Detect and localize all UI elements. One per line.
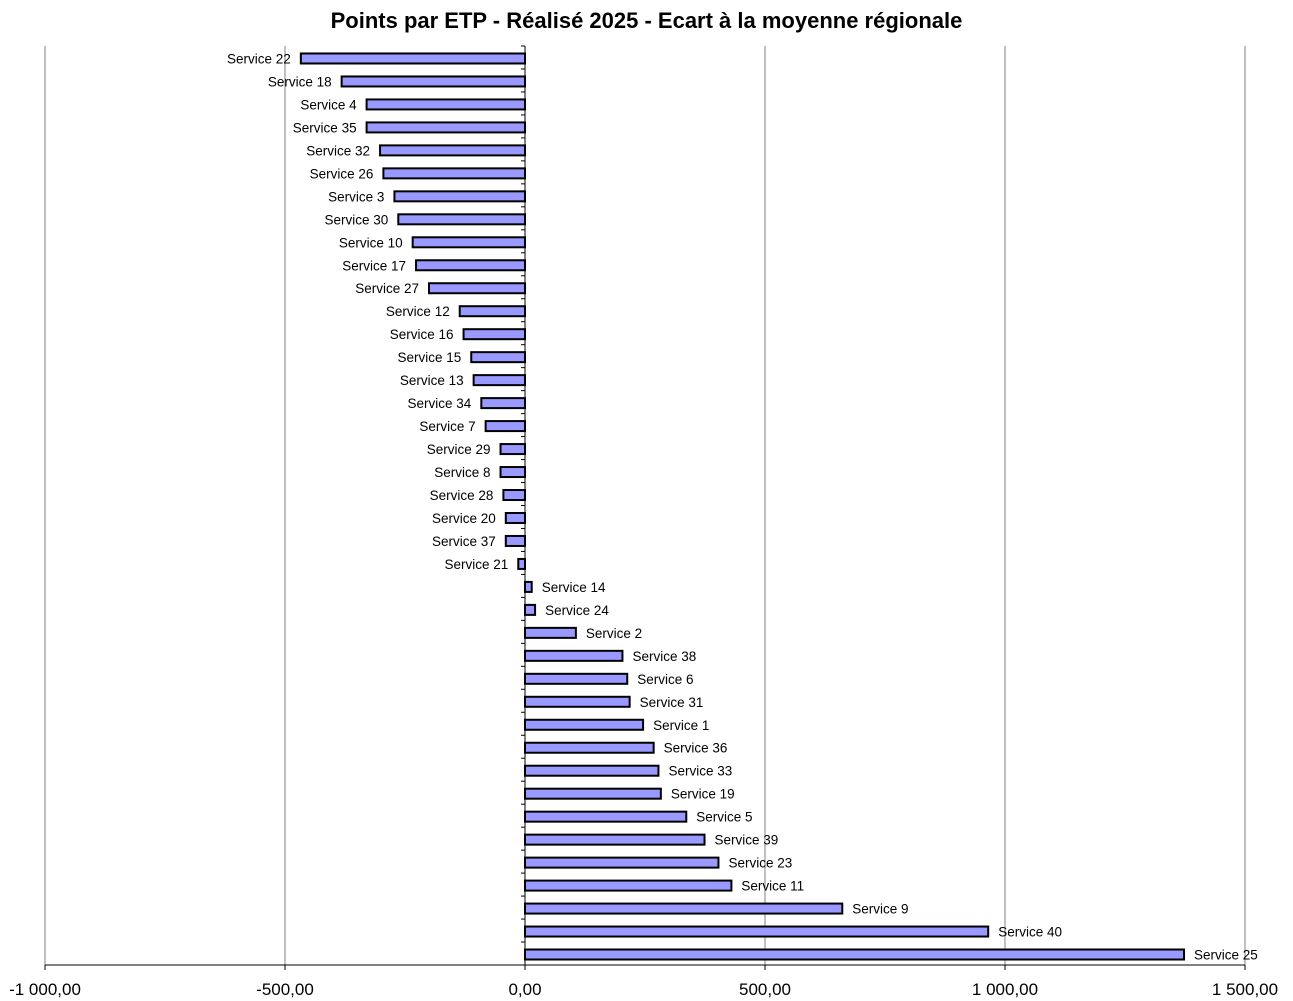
bar-category-label: Service 12 [386,304,450,319]
bar-category-label: Service 16 [390,327,454,342]
bar [524,672,629,685]
bar-category-label: Service 9 [852,902,908,917]
bar [472,374,527,387]
bar-category-label: Service 3 [328,189,384,204]
bar [299,52,526,65]
axes [44,45,1246,970]
x-tick-label: 500,00 [739,980,791,999]
bar [524,649,624,662]
x-tick-label: 1 500,00 [1212,980,1278,999]
x-tick-label: -500,00 [256,980,314,999]
bar-category-label: Service 10 [339,235,403,250]
bar [524,856,720,869]
bar-category-label: Service 30 [324,212,388,227]
x-tick-label: 0,00 [508,980,541,999]
x-tick-label: -1 000,00 [9,980,81,999]
bar [524,626,577,639]
bar-category-label: Service 13 [400,373,464,388]
bar [524,580,533,593]
bar-category-label: Service 35 [293,120,357,135]
bar [499,443,526,456]
bar [397,213,526,226]
bar-category-label: Service 20 [432,511,496,526]
bar-category-label: Service 14 [542,580,606,595]
bar [393,190,526,203]
bar [524,741,655,754]
bar-category-label: Service 6 [637,672,693,687]
bar [524,925,990,938]
bar [411,236,526,249]
bar [504,511,526,524]
bar [524,948,1186,961]
bar-category-label: Service 27 [355,281,419,296]
bar-category-label: Service 1 [653,718,709,733]
bar-category-label: Service 22 [227,51,291,66]
bar [502,489,526,502]
bar-category-label: Service 17 [342,258,406,273]
bar-category-label: Service 11 [741,879,804,894]
chart-title: Points par ETP - Réalisé 2025 - Ecart à … [330,8,963,33]
bar-category-label: Service 19 [671,787,735,802]
bar-category-label: Service 34 [408,396,472,411]
bar [524,810,688,823]
bar [524,879,733,892]
gridlines [44,46,1246,965]
bar [524,787,662,800]
bar-category-label: Service 8 [434,465,490,480]
bar [524,764,660,777]
bar [499,466,526,479]
bar-category-label: Service 33 [668,764,732,779]
bar-category-label: Service 15 [397,350,461,365]
bar-category-label: Service 31 [640,695,704,710]
bar-category-label: Service 28 [430,488,494,503]
bar-category-label: Service 21 [444,557,508,572]
bar [458,305,526,318]
bar-category-label: Service 26 [310,166,374,181]
bar [480,397,527,410]
bar-category-label: Service 37 [432,534,496,549]
bar [524,603,537,616]
bar-category-label: Service 25 [1194,948,1258,963]
bar [428,282,526,295]
bars [299,52,1186,961]
bar [484,420,527,433]
bar-category-label: Service 18 [268,74,332,89]
bar-category-label: Service 32 [306,143,370,158]
bar [340,75,527,88]
bar [524,695,631,708]
bar-category-label: Service 40 [998,925,1062,940]
bar [517,557,527,570]
bar-category-label: Service 23 [728,856,792,871]
x-tick-label: 1 000,00 [972,980,1038,999]
bar [365,121,526,134]
bar-category-label: Service 38 [632,649,696,664]
bar-category-label: Service 7 [419,419,475,434]
bar [415,259,527,272]
bar-category-label: Service 39 [715,833,779,848]
bar-category-label: Service 4 [300,97,357,112]
bar [462,328,526,341]
bar [524,902,844,915]
bar [504,534,526,547]
bar-category-label: Service 2 [586,626,642,641]
bar-labels: Service 22 Service 18 Service 4 Service 35 S… [227,51,1258,962]
bar [365,98,526,111]
bar-category-label: Service 29 [427,442,491,457]
bar [524,718,645,731]
bar-category-label: Service 5 [696,810,752,825]
bar [382,167,526,180]
bar [379,144,527,157]
x-tick-labels: -1 000,00 -500,00 0,00 500,00 1 000,00 1 500,… [9,980,1278,999]
bar [524,833,706,846]
bar-category-label: Service 36 [664,741,728,756]
bar [470,351,526,364]
bar-category-label: Service 24 [545,603,609,618]
